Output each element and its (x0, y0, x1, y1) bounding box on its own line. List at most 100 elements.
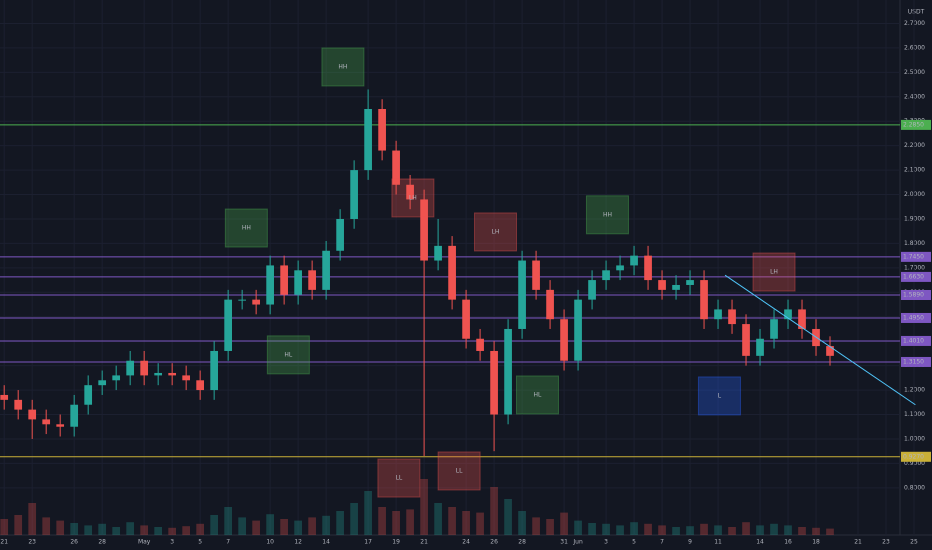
volume-bar (812, 527, 820, 535)
volume-bar (42, 517, 51, 535)
volume-bar (448, 507, 456, 535)
candle-body (140, 360, 149, 376)
candle-body (630, 255, 638, 266)
candle-body (686, 280, 694, 285)
volume-bar (154, 527, 163, 535)
annotation-label: LH (492, 228, 500, 235)
volume-bar (336, 511, 344, 535)
volume-bar (364, 491, 372, 535)
x-tick-label: 5 (198, 539, 202, 546)
x-tick-label: Jun (572, 539, 583, 546)
candle-body (350, 170, 358, 219)
level-label: 1.4950 (903, 314, 924, 321)
candle-body (574, 299, 582, 361)
candle-body (406, 184, 414, 200)
x-tick-label: 28 (98, 539, 106, 546)
candle-body (126, 360, 135, 376)
volume-bar (658, 525, 666, 535)
candle-body (714, 309, 722, 320)
candle-body (14, 399, 23, 410)
x-tick-label: 7 (226, 539, 230, 546)
level-badge (901, 312, 931, 323)
level-badge (901, 119, 931, 130)
annotation-label: L (718, 392, 722, 399)
y-tick-label: 1.9000 (904, 215, 925, 222)
candle-body (224, 299, 232, 351)
volume-bar (602, 523, 610, 535)
x-tick-label: 23 (882, 539, 890, 546)
volume-bar (0, 519, 9, 535)
volume-bar (826, 528, 834, 535)
x-tick-label: 9 (688, 539, 692, 546)
x-tick-label: 14 (322, 539, 330, 546)
volume-bar (322, 515, 330, 535)
annotation-box (585, 195, 629, 235)
candle-body (546, 289, 554, 320)
candle-body (658, 280, 666, 290)
y-tick-label: 1.0000 (904, 435, 925, 442)
volume-bar (168, 527, 177, 535)
candle-body (742, 324, 750, 356)
x-tick-label: 21 (854, 539, 862, 546)
volume-bar (546, 519, 554, 535)
x-tick-label: 11 (714, 539, 722, 546)
level-badge (901, 289, 931, 300)
candle-body (238, 299, 246, 301)
level-label: 0.9270 (903, 453, 924, 460)
volume-bar (714, 525, 722, 535)
candle-body (42, 419, 51, 425)
volume-bar (686, 526, 694, 535)
candle-body (602, 270, 610, 281)
unit-label: USDT (908, 9, 925, 16)
candle-body (420, 199, 428, 261)
candle-body (196, 380, 205, 391)
x-tick-label: May (138, 539, 151, 546)
level-badge (901, 356, 931, 367)
annotation-label: LH (770, 269, 778, 276)
volume-bar (378, 507, 386, 535)
volume-bar (616, 525, 624, 535)
annotation-box (266, 335, 310, 375)
candle-body (84, 385, 93, 405)
candle-body (112, 375, 121, 381)
annotation-label: HH (603, 211, 612, 218)
volume-bar (406, 509, 414, 535)
level-label: 2.2850 (903, 121, 924, 128)
y-tick-label: 0.8000 (904, 484, 925, 491)
volume-bar (252, 520, 260, 535)
volume-bar (392, 511, 400, 535)
annotation-box (697, 376, 741, 416)
volume-bar (518, 511, 526, 535)
volume-bar (784, 525, 792, 535)
volume-bar (210, 515, 219, 535)
volume-bar (462, 511, 470, 535)
volume-bar (420, 479, 428, 535)
volume-bar (98, 523, 107, 535)
volume-bar (644, 523, 652, 535)
y-tick-label: 1.1000 (904, 411, 925, 418)
x-tick-label: 31 (560, 539, 568, 546)
candle-body (798, 309, 806, 329)
candle-body (476, 338, 484, 351)
candle-body (70, 404, 79, 427)
volume-bar (294, 520, 302, 535)
volume-bar (14, 515, 23, 535)
trend-line (724, 274, 916, 406)
candle-body (504, 328, 512, 415)
annotation-label: HH (338, 63, 347, 70)
candle-body (392, 150, 400, 185)
x-tick-label: 26 (70, 539, 78, 546)
annotation-label: LH (409, 194, 417, 201)
annotation-box (437, 451, 481, 491)
y-tick-label: 2.0000 (904, 191, 925, 198)
volume-bar (728, 527, 736, 535)
candle-body (378, 109, 386, 151)
annotation-box (321, 47, 365, 87)
volume-bar (700, 523, 708, 535)
candle-body (0, 394, 9, 400)
level-label: 1.6630 (903, 273, 924, 280)
candle-body (154, 372, 163, 376)
candle-body (826, 346, 834, 356)
candle-body (98, 380, 107, 386)
